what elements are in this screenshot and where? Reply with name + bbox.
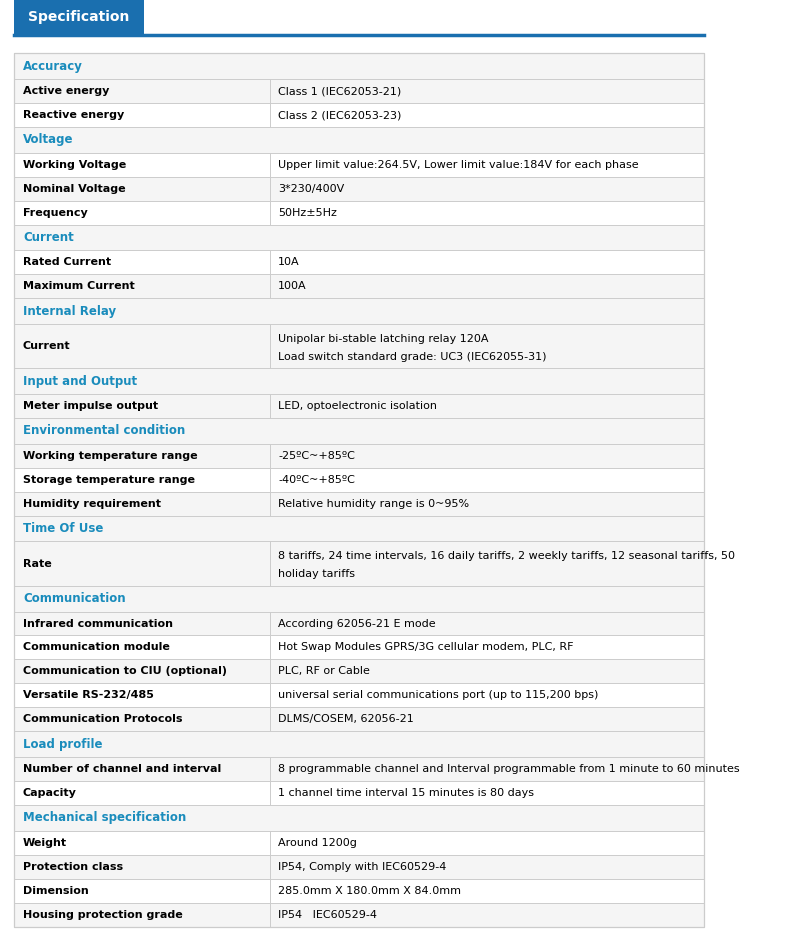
Text: Active energy: Active energy xyxy=(23,86,110,96)
Text: Infrared communication: Infrared communication xyxy=(23,618,173,629)
Text: Capacity: Capacity xyxy=(23,788,77,798)
Text: 3*230/400V: 3*230/400V xyxy=(278,184,344,193)
Bar xyxy=(14,103,704,127)
Text: Specification: Specification xyxy=(28,10,130,24)
Text: 100A: 100A xyxy=(278,281,306,291)
Text: PLC, RF or Cable: PLC, RF or Cable xyxy=(278,667,370,676)
Text: Voltage: Voltage xyxy=(23,134,74,147)
Text: Mechanical specification: Mechanical specification xyxy=(23,812,186,825)
Text: Working temperature range: Working temperature range xyxy=(23,451,198,460)
Text: Relative humidity range is 0~95%: Relative humidity range is 0~95% xyxy=(278,499,470,509)
Text: IP54   IEC60529-4: IP54 IEC60529-4 xyxy=(278,910,377,920)
Text: -40ºC~+85ºC: -40ºC~+85ºC xyxy=(278,474,355,485)
Bar xyxy=(14,855,704,879)
Text: Nominal Voltage: Nominal Voltage xyxy=(23,184,126,193)
Text: Input and Output: Input and Output xyxy=(23,375,137,388)
Text: DLMS/COSEM, 62056-21: DLMS/COSEM, 62056-21 xyxy=(278,715,414,725)
Text: Around 1200g: Around 1200g xyxy=(278,838,357,848)
Bar xyxy=(14,757,704,781)
Bar xyxy=(14,516,704,542)
Text: Frequency: Frequency xyxy=(23,207,88,218)
Bar xyxy=(14,902,704,927)
Text: Meter impulse output: Meter impulse output xyxy=(23,401,158,411)
Text: Environmental condition: Environmental condition xyxy=(23,424,186,437)
Text: Maximum Current: Maximum Current xyxy=(23,281,134,291)
Bar xyxy=(14,177,704,201)
Bar xyxy=(14,491,704,516)
Text: According 62056-21 E mode: According 62056-21 E mode xyxy=(278,618,436,629)
Bar xyxy=(14,201,704,224)
Text: 8 tariffs, 24 time intervals, 16 daily tariffs, 2 weekly tariffs, 12 seasonal ta: 8 tariffs, 24 time intervals, 16 daily t… xyxy=(278,551,735,561)
Text: Current: Current xyxy=(23,231,74,244)
Bar xyxy=(14,542,704,586)
Bar xyxy=(14,324,704,368)
Text: LED, optoelectronic isolation: LED, optoelectronic isolation xyxy=(278,401,437,411)
Text: Communication module: Communication module xyxy=(23,643,170,653)
Text: Class 1 (IEC62053-21): Class 1 (IEC62053-21) xyxy=(278,86,402,96)
Text: Rated Current: Rated Current xyxy=(23,257,111,267)
Bar xyxy=(14,879,704,902)
Bar xyxy=(14,394,704,418)
Bar xyxy=(14,444,704,468)
Bar xyxy=(14,707,704,731)
Bar xyxy=(14,731,704,757)
Bar xyxy=(14,468,704,491)
Text: Time Of Use: Time Of Use xyxy=(23,522,103,535)
Bar xyxy=(14,368,704,394)
Text: Number of channel and interval: Number of channel and interval xyxy=(23,764,222,774)
Bar xyxy=(14,275,704,298)
Bar xyxy=(14,127,704,152)
Text: Internal Relay: Internal Relay xyxy=(23,304,116,318)
Bar xyxy=(14,659,704,684)
Text: Communication to CIU (optional): Communication to CIU (optional) xyxy=(23,667,227,676)
Text: 50Hz±5Hz: 50Hz±5Hz xyxy=(278,207,337,218)
Bar xyxy=(14,781,704,805)
Bar xyxy=(14,250,704,275)
Bar xyxy=(14,418,704,444)
Text: Unipolar bi-stable latching relay 120A: Unipolar bi-stable latching relay 120A xyxy=(278,334,489,344)
Text: Reactive energy: Reactive energy xyxy=(23,110,124,120)
Text: Upper limit value:264.5V, Lower limit value:184V for each phase: Upper limit value:264.5V, Lower limit va… xyxy=(278,160,638,170)
Text: Storage temperature range: Storage temperature range xyxy=(23,474,195,485)
Text: Communication Protocols: Communication Protocols xyxy=(23,715,182,725)
Bar xyxy=(14,612,704,635)
Text: Weight: Weight xyxy=(23,838,67,848)
Text: 10A: 10A xyxy=(278,257,300,267)
Text: Working Voltage: Working Voltage xyxy=(23,160,126,170)
Text: 1 channel time interval 15 minutes is 80 days: 1 channel time interval 15 minutes is 80… xyxy=(278,788,534,798)
Text: 8 programmable channel and Interval programmable from 1 minute to 60 minutes: 8 programmable channel and Interval prog… xyxy=(278,764,740,774)
Bar xyxy=(14,684,704,707)
Text: holiday tariffs: holiday tariffs xyxy=(278,570,355,579)
FancyBboxPatch shape xyxy=(14,0,144,35)
Bar xyxy=(14,224,704,250)
Bar xyxy=(14,586,704,612)
Text: Humidity requirement: Humidity requirement xyxy=(23,499,161,509)
Text: Current: Current xyxy=(23,341,70,351)
Bar xyxy=(14,805,704,830)
Text: Versatile RS-232/485: Versatile RS-232/485 xyxy=(23,690,154,700)
Text: Load switch standard grade: UC3 (IEC62055-31): Load switch standard grade: UC3 (IEC6205… xyxy=(278,352,546,361)
Text: Class 2 (IEC62053-23): Class 2 (IEC62053-23) xyxy=(278,110,402,120)
Text: Accuracy: Accuracy xyxy=(23,60,83,73)
Text: Load profile: Load profile xyxy=(23,738,102,751)
Bar xyxy=(14,298,704,324)
Bar xyxy=(14,79,704,103)
Text: 285.0mm X 180.0mm X 84.0mm: 285.0mm X 180.0mm X 84.0mm xyxy=(278,885,461,896)
Bar xyxy=(14,635,704,659)
Text: Dimension: Dimension xyxy=(23,885,89,896)
Text: Communication: Communication xyxy=(23,592,126,605)
Text: IP54, Comply with IEC60529-4: IP54, Comply with IEC60529-4 xyxy=(278,862,446,871)
Text: -25ºC~+85ºC: -25ºC~+85ºC xyxy=(278,451,355,460)
Text: Rate: Rate xyxy=(23,559,52,569)
Text: Housing protection grade: Housing protection grade xyxy=(23,910,182,920)
Bar xyxy=(14,830,704,855)
Bar xyxy=(14,152,704,177)
Bar xyxy=(14,53,704,79)
Text: Protection class: Protection class xyxy=(23,862,123,871)
Text: universal serial communications port (up to 115,200 bps): universal serial communications port (up… xyxy=(278,690,598,700)
Text: Hot Swap Modules GPRS/3G cellular modem, PLC, RF: Hot Swap Modules GPRS/3G cellular modem,… xyxy=(278,643,574,653)
